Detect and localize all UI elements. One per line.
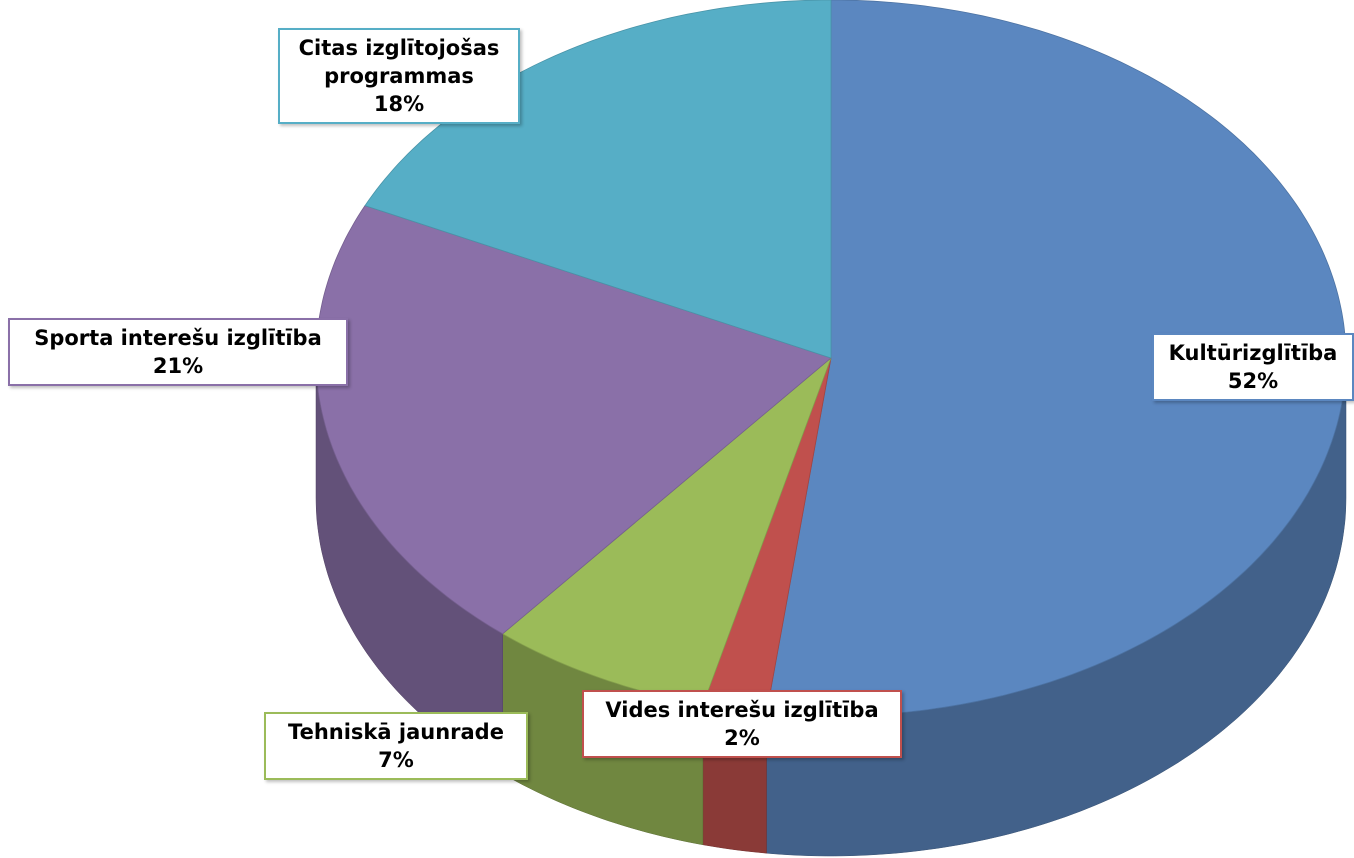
data-label: Citas izglītojošas programmas 18%: [278, 28, 520, 124]
label-name: Sporta interešu izglītība: [34, 326, 322, 350]
label-value: 21%: [152, 354, 204, 378]
label-value: 2%: [724, 726, 760, 750]
data-label: Kultūrizglītība 52%: [1152, 333, 1354, 401]
label-name: Kultūrizglītība: [1168, 341, 1338, 365]
label-name: Tehniskā jaunrade: [288, 720, 504, 744]
slice: [364, 0, 832, 359]
data-label: Vides interešu izglītība 2%: [582, 690, 902, 758]
label-name: Citas izglītojošas programmas: [298, 36, 500, 88]
label-value: 7%: [378, 748, 414, 772]
label-value: 18%: [373, 92, 425, 116]
data-label: Tehniskā jaunrade 7%: [264, 712, 528, 780]
label-name: Vides interešu izglītība: [605, 698, 879, 722]
data-label: Sporta interešu izglītība 21%: [8, 318, 348, 386]
slice: [315, 205, 832, 635]
label-value: 52%: [1227, 369, 1279, 393]
